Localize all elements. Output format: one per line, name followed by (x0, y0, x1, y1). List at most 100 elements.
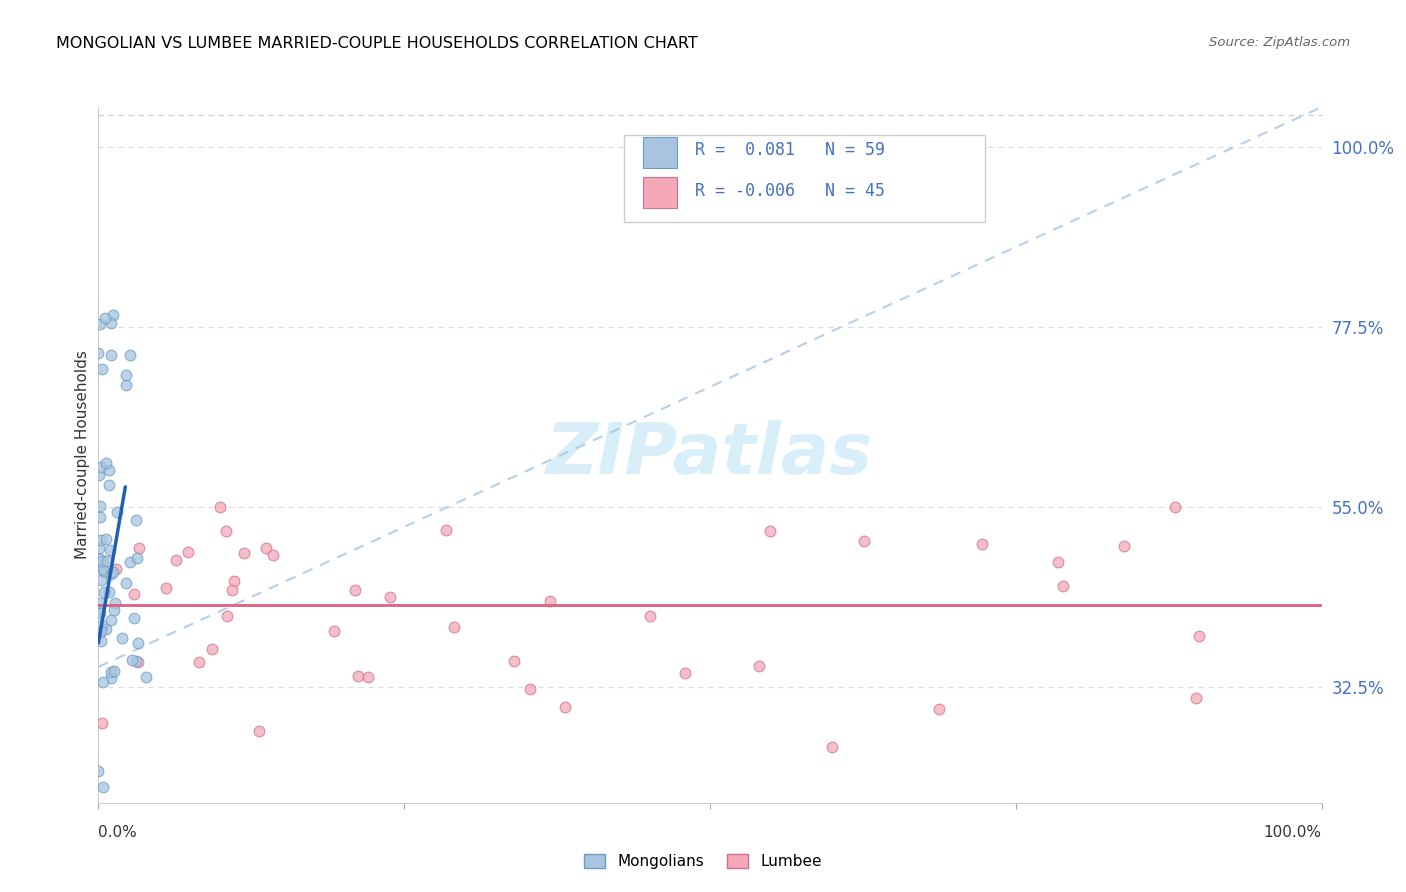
Point (214, 524, 236, 538)
Point (125, 654, 148, 668)
Point (357, 670, 380, 684)
Point (91, 553, 114, 567)
Point (221, 583, 243, 598)
Point (98, 463, 121, 477)
Point (91, 362, 114, 376)
Point (90, 558, 112, 572)
Legend: Mongolians, Lumbee: Mongolians, Lumbee (578, 848, 828, 875)
Point (224, 574, 246, 589)
Point (262, 548, 284, 562)
Point (101, 565, 124, 579)
Point (105, 561, 128, 575)
Point (100, 566, 122, 581)
Point (91, 675, 114, 690)
Point (122, 611, 145, 625)
Point (103, 664, 125, 678)
Point (118, 348, 141, 362)
Point (94, 456, 117, 470)
Text: ZIPatlas: ZIPatlas (547, 420, 873, 490)
Point (90, 715, 112, 730)
Point (155, 581, 177, 595)
Text: 100.0%: 100.0% (1264, 825, 1322, 840)
Point (89, 500, 111, 514)
Point (125, 512, 148, 526)
Point (249, 723, 271, 738)
Point (343, 582, 366, 597)
Point (187, 655, 209, 669)
Point (121, 653, 143, 667)
Point (100, 613, 122, 627)
Point (127, 655, 149, 669)
Point (215, 608, 238, 623)
Point (443, 620, 465, 634)
Point (821, 739, 844, 754)
Point (538, 594, 561, 608)
Point (127, 635, 149, 649)
Point (93, 564, 115, 578)
Point (519, 681, 541, 696)
Point (87, 541, 110, 555)
Point (972, 537, 994, 551)
Point (90, 624, 112, 638)
Point (91, 780, 114, 794)
Point (89, 467, 111, 482)
Point (434, 523, 457, 537)
Text: Source: ZipAtlas.com: Source: ZipAtlas.com (1209, 36, 1350, 49)
Point (1052, 579, 1074, 593)
Point (89, 552, 111, 566)
Point (90, 533, 112, 548)
Point (94, 622, 117, 636)
Point (122, 587, 145, 601)
Point (111, 632, 134, 646)
Point (90, 574, 112, 588)
Point (93, 585, 115, 599)
Point (90, 633, 112, 648)
Point (748, 659, 770, 673)
Point (115, 368, 138, 383)
Point (554, 700, 576, 714)
Point (254, 541, 277, 555)
Point (640, 608, 662, 623)
Point (96, 554, 118, 568)
Point (98, 542, 121, 557)
Point (93, 310, 115, 325)
Point (673, 665, 696, 680)
Point (89, 317, 111, 331)
Point (209, 500, 232, 514)
Point (87, 764, 110, 778)
Point (100, 316, 122, 330)
Point (177, 545, 200, 559)
Point (853, 534, 876, 549)
Point (503, 654, 526, 668)
Text: R =  0.081   N = 59: R = 0.081 N = 59 (696, 141, 886, 159)
FancyBboxPatch shape (643, 137, 678, 169)
Y-axis label: Married-couple Households: Married-couple Households (75, 351, 90, 559)
Point (1164, 500, 1187, 514)
Point (128, 541, 150, 556)
Point (90, 460, 112, 475)
Point (1185, 691, 1208, 706)
Point (89, 625, 111, 640)
Point (135, 670, 157, 684)
Point (103, 308, 125, 322)
Text: 0.0%: 0.0% (98, 825, 138, 840)
Text: R = -0.006   N = 45: R = -0.006 N = 45 (696, 182, 886, 200)
FancyBboxPatch shape (624, 135, 986, 222)
Point (98, 584, 121, 599)
Point (347, 668, 370, 682)
Point (201, 642, 224, 657)
Point (104, 597, 127, 611)
Point (87, 603, 110, 617)
Point (98, 477, 121, 491)
Point (89, 606, 111, 620)
Point (1112, 539, 1135, 553)
Point (100, 665, 122, 680)
Point (91, 562, 114, 576)
Point (1188, 630, 1211, 644)
Point (103, 603, 125, 617)
Point (125, 551, 148, 566)
Point (928, 701, 950, 715)
Point (758, 524, 780, 538)
Point (165, 553, 187, 567)
Point (1046, 555, 1069, 569)
